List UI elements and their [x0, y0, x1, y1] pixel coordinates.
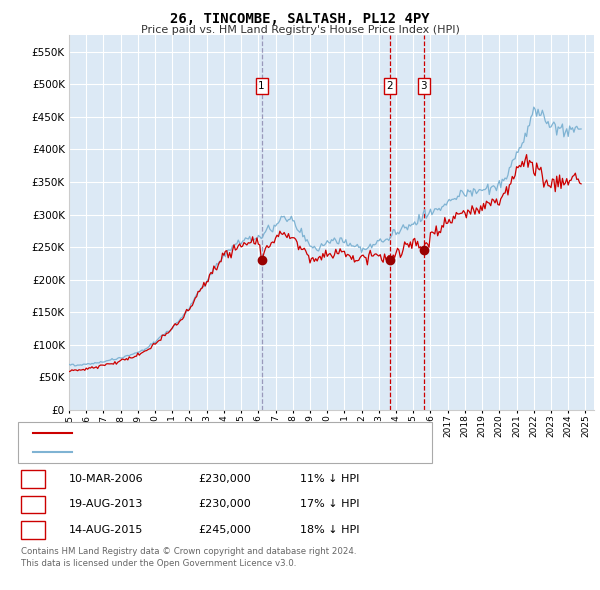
Text: 19-AUG-2013: 19-AUG-2013: [69, 500, 143, 509]
Text: Contains HM Land Registry data © Crown copyright and database right 2024.: Contains HM Land Registry data © Crown c…: [21, 547, 356, 556]
Text: 26, TINCOMBE, SALTASH, PL12 4PY (detached house): 26, TINCOMBE, SALTASH, PL12 4PY (detache…: [79, 428, 355, 438]
Text: £230,000: £230,000: [198, 500, 251, 509]
Text: 1: 1: [259, 81, 265, 91]
Text: 10-MAR-2006: 10-MAR-2006: [69, 474, 143, 484]
Text: 17% ↓ HPI: 17% ↓ HPI: [300, 500, 359, 509]
Text: £230,000: £230,000: [198, 474, 251, 484]
Text: 3: 3: [421, 81, 427, 91]
Text: 3: 3: [29, 525, 37, 535]
Text: Price paid vs. HM Land Registry's House Price Index (HPI): Price paid vs. HM Land Registry's House …: [140, 25, 460, 35]
Text: HPI: Average price, detached house, Cornwall: HPI: Average price, detached house, Corn…: [79, 447, 317, 457]
Text: 18% ↓ HPI: 18% ↓ HPI: [300, 525, 359, 535]
Text: This data is licensed under the Open Government Licence v3.0.: This data is licensed under the Open Gov…: [21, 559, 296, 568]
Text: 2: 2: [386, 81, 393, 91]
Text: 26, TINCOMBE, SALTASH, PL12 4PY: 26, TINCOMBE, SALTASH, PL12 4PY: [170, 12, 430, 26]
Text: 14-AUG-2015: 14-AUG-2015: [69, 525, 143, 535]
Text: 2: 2: [29, 500, 37, 509]
Text: £245,000: £245,000: [198, 525, 251, 535]
Text: 1: 1: [29, 474, 37, 484]
Text: 11% ↓ HPI: 11% ↓ HPI: [300, 474, 359, 484]
